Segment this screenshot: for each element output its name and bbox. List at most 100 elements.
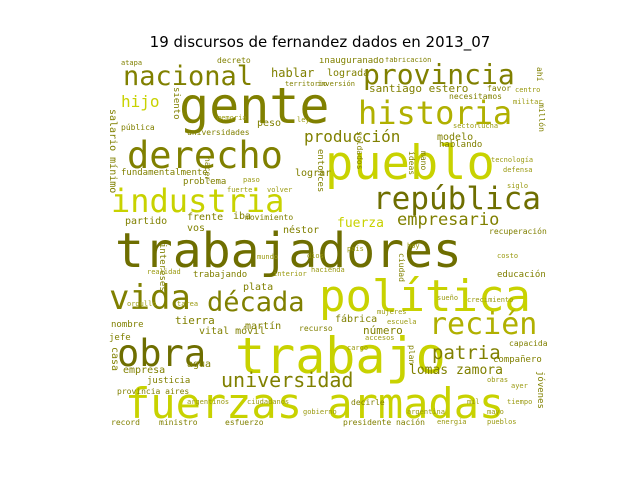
- word-trabajo: trabajo: [235, 327, 446, 385]
- word-iba: iba: [233, 211, 252, 222]
- word-hacer: hacer: [203, 157, 212, 182]
- word-ayer: ayer: [511, 382, 528, 390]
- word-territorio: territorio: [285, 80, 328, 88]
- word-centro: centro: [515, 86, 541, 94]
- word-lograr: lograr: [295, 168, 332, 179]
- word-gente: gente: [179, 77, 330, 135]
- word-volver: volver: [267, 186, 293, 194]
- word-jovenes: jóvenes: [535, 371, 545, 409]
- word-militar: militar: [513, 98, 543, 106]
- word-cargo: cargo: [347, 344, 369, 352]
- word-fuerte: fuerte: [227, 186, 253, 194]
- word-produccion: producción: [304, 127, 401, 146]
- word-memoria: memoria: [217, 114, 247, 122]
- word-presidente-nacion: presidente nación: [343, 418, 425, 427]
- word-orgullo: orgullo: [127, 300, 157, 308]
- word-educacion: educación: [497, 270, 546, 280]
- word-tierra: tierra: [175, 314, 215, 327]
- word-historia: historia: [358, 94, 513, 132]
- word-argentinos: argentinos: [187, 398, 230, 406]
- word-mundo: mundo: [257, 253, 279, 261]
- word-mano: mano: [419, 151, 428, 171]
- word-jefe: jefe: [109, 333, 131, 343]
- word-provincia: provincia: [363, 58, 515, 91]
- word-movimiento: movimiento: [245, 213, 294, 222]
- word-empresario: empresario: [397, 210, 500, 230]
- word-entonces: entonces: [315, 149, 325, 193]
- word-decada: década: [207, 287, 305, 318]
- word-paso: paso: [243, 176, 260, 184]
- word-fabricacion: fabricación: [385, 57, 432, 64]
- word-casa: casa: [109, 347, 120, 372]
- word-recien: recién: [429, 307, 538, 342]
- word-realidad: realidad: [147, 268, 181, 276]
- word-decreto: decreto: [217, 57, 251, 65]
- word-energia: energía: [437, 418, 467, 426]
- word-mayo: mayo: [487, 408, 504, 416]
- word-plan: plan: [407, 345, 416, 365]
- word-vital-movil: vital móvil: [199, 326, 266, 337]
- word-ideas: ideas: [407, 151, 416, 176]
- word-obra: obra: [117, 332, 207, 375]
- word-inaugurando: inauguranado: [319, 57, 385, 66]
- word-derecho: derecho: [127, 134, 283, 177]
- word-recurso: recurso: [299, 324, 333, 333]
- word-interior: interior: [273, 270, 307, 278]
- word-ley: ley: [297, 116, 310, 124]
- word-provincia-aires: provincia aires: [117, 387, 190, 396]
- word-cloud: trabajadores gente pueblo trabajo fuerza…: [107, 57, 547, 437]
- word-hablando: hablando: [439, 140, 483, 150]
- word-universidades: universidades: [187, 128, 250, 137]
- word-nacional: nacional: [123, 61, 254, 92]
- word-record: record: [111, 418, 140, 427]
- word-trabajando: trabajando: [193, 270, 248, 280]
- word-pueblos: pueblos: [487, 418, 517, 426]
- word-argentina: argentina: [407, 408, 445, 416]
- word-pueblo: pueblo: [325, 136, 495, 191]
- word-martin: martín: [245, 321, 282, 332]
- word-nestor: néstor: [283, 225, 320, 236]
- word-vos: vos: [187, 223, 206, 234]
- word-tecnologia: tecnología: [491, 156, 534, 164]
- word-vida: vida: [109, 278, 191, 318]
- word-politica: política: [319, 271, 531, 322]
- word-santiago-estero: santiago estero: [369, 82, 469, 95]
- word-fuerzas-armadas: fuerzas armadas: [125, 379, 505, 428]
- word-compañero: compañero: [493, 355, 542, 365]
- word-sueno: sueño: [437, 294, 459, 302]
- word-recuperacion: recuperación: [489, 227, 547, 236]
- word-siglo: siglo: [507, 182, 529, 190]
- word-necesitamos: necesitamos: [449, 92, 502, 101]
- word-patria: patria: [432, 342, 501, 364]
- word-lomas-zamora: lomas zamora: [409, 363, 503, 378]
- word-salario-minimo: salario mínimo: [107, 109, 118, 194]
- word-favor: favor: [487, 84, 512, 93]
- word-plata: plata: [243, 282, 274, 293]
- word-fuerza: fuerza: [337, 216, 384, 231]
- word-decirle: decirle: [351, 398, 385, 407]
- word-ciudadanos: ciudadanos: [247, 398, 290, 406]
- word-escuela: escuela: [387, 318, 417, 326]
- word-ciudad: ciudad: [397, 253, 406, 282]
- word-numero: número: [363, 324, 403, 337]
- word-trabajadores: trabajadores: [115, 223, 462, 279]
- word-universidad: universidad: [221, 368, 354, 392]
- word-siento: siento: [171, 87, 181, 120]
- word-defensa: defensa: [503, 166, 533, 174]
- word-inversion: inversión: [317, 80, 355, 88]
- word-publica: pública: [121, 123, 155, 132]
- word-millon: millón: [537, 103, 546, 132]
- word-agua: agua: [187, 359, 212, 370]
- word-republica: república: [373, 181, 541, 217]
- word-nombre: nombre: [111, 320, 144, 330]
- word-atapa: atapa: [121, 59, 143, 67]
- word-modelo: modelo: [437, 132, 474, 143]
- word-tiempo: tiempo: [507, 398, 533, 406]
- word-empresa: empresa: [123, 365, 166, 376]
- word-mil: mil: [467, 398, 480, 406]
- word-frente: frente: [187, 212, 224, 223]
- word-dios: dios: [307, 252, 324, 260]
- word-fabrica: fábrica: [335, 314, 378, 325]
- word-pais: país: [347, 245, 364, 253]
